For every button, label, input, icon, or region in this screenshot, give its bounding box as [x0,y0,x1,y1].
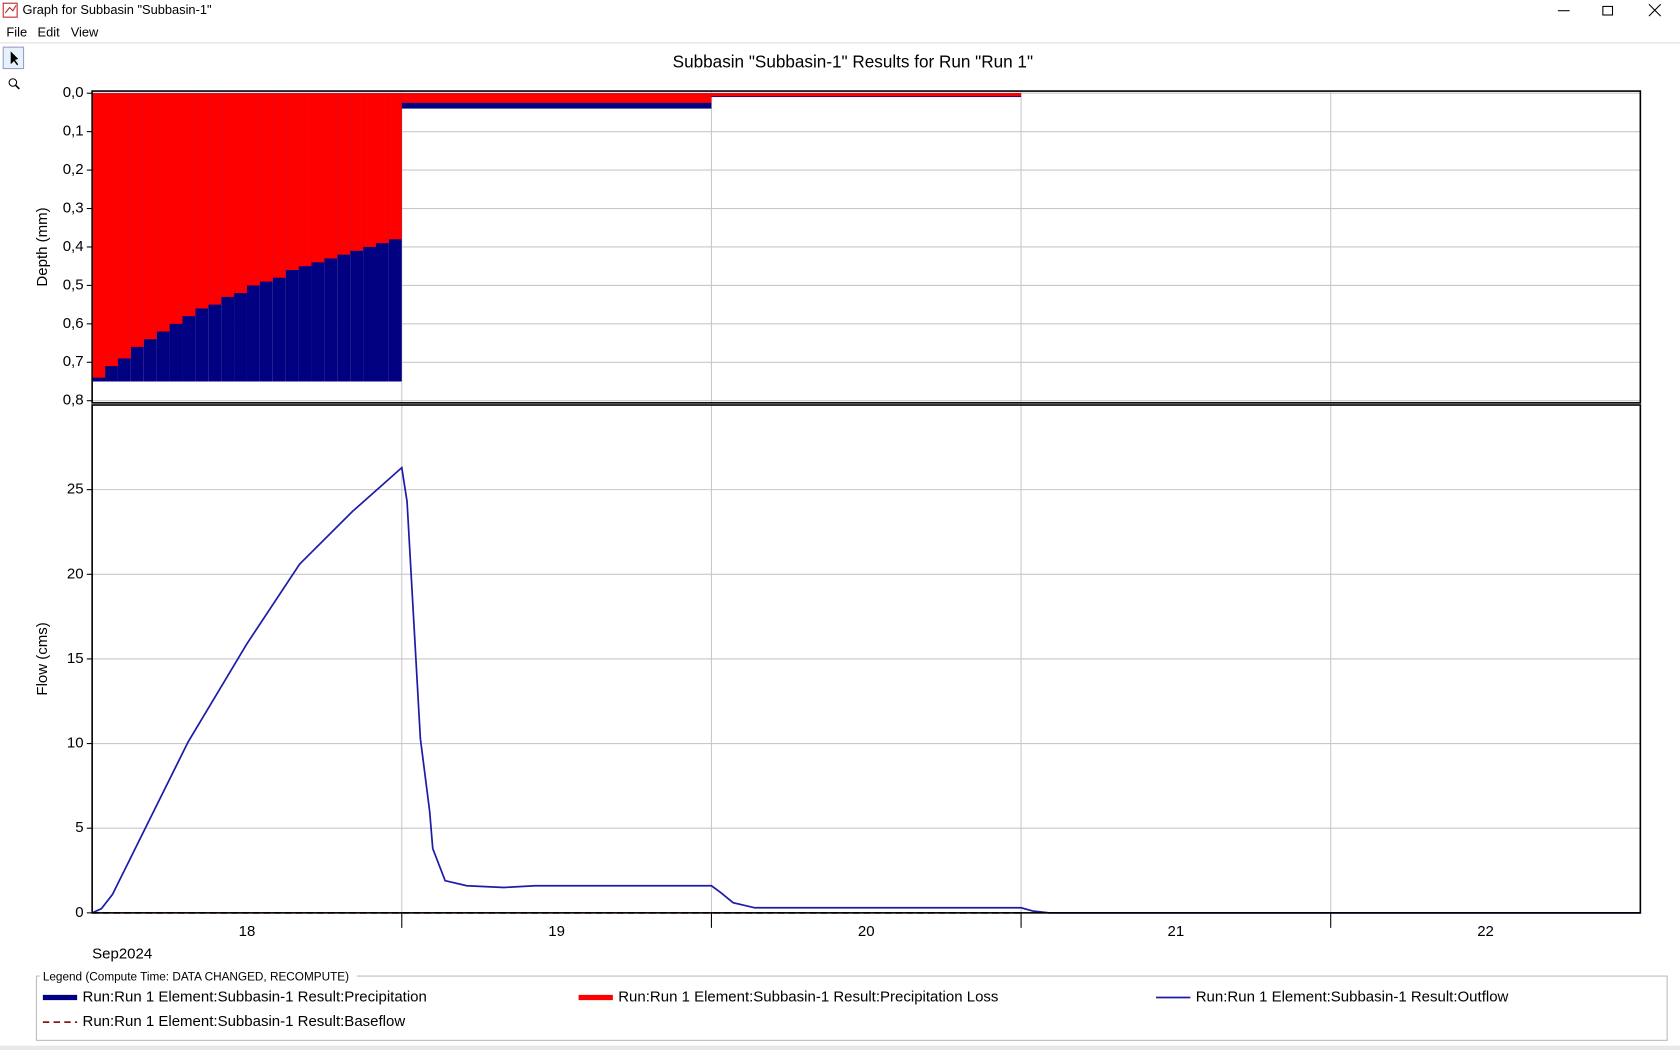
bar [285,93,299,271]
bar [259,93,273,282]
y-tick-label: 0,2 [63,161,84,178]
y-tick-label: 10 [67,735,84,752]
bar [143,93,157,340]
x-axis-label: Sep2024 [92,946,152,963]
y-tick-label: 0,6 [63,315,84,332]
bar [363,93,376,247]
bar [711,93,1022,97]
menu-item[interactable]: File [6,25,27,40]
y-tick-label: 0 [75,904,83,921]
legend-label: Run:Run 1 Element:Subbasin-1 Result:Prec… [83,988,427,1005]
x-tick-label: 18 [239,923,256,940]
menu-item[interactable]: View [71,25,99,40]
zoom-handle [14,84,20,90]
plot-border [91,404,1642,914]
y-tick-label: 0,5 [63,276,84,293]
bar [169,93,183,324]
chart-title: Subbasin "Subbasin-1" Results for Run "R… [673,52,1033,72]
x-tick-label: 19 [548,923,565,940]
y-axis-label: Flow (cms) [34,622,51,695]
y-tick-label: 25 [67,481,84,498]
charts: 0,0 0,1 0,2 0,3 0,4 0,5 0,6 0,7 0,8 Depth (mm) 0 5 1… [34,84,1642,963]
close-button[interactable] [1648,3,1662,17]
x-tick-label: 22 [1477,923,1494,940]
bar [375,93,389,244]
menu-item[interactable]: Edit [38,25,61,40]
window-title: Graph for Subbasin "Subbasin-1" [23,2,212,17]
bar [221,93,235,297]
restore-button[interactable] [1602,5,1614,16]
legend-box [35,975,1668,1041]
zoom-tool[interactable] [8,78,18,87]
series-line [91,465,1641,914]
y-tick-label: 0,1 [63,123,84,140]
app-icon [2,2,18,18]
bar [195,93,209,309]
y-tick-label: 0,0 [63,84,84,101]
arrow-icon [10,51,19,66]
y-tick-label: 0,4 [63,238,84,255]
bar [311,93,325,263]
legend-title: Legend (Compute Time: DATA CHANGED, RECO… [43,970,349,983]
status-bar [0,1045,1680,1050]
bar [105,93,118,367]
y-tick-label: 20 [67,565,84,582]
x-tick-label: 20 [858,923,875,940]
bar [272,93,286,278]
bar [234,93,247,294]
y-tick-label: 0,3 [63,199,84,216]
y-tick-label: 15 [67,650,84,667]
legend-label: Run:Run 1 Element:Subbasin-1 Result:Base… [83,1013,406,1030]
bar [182,93,196,317]
bar [117,93,131,359]
legend: Run:Run 1 Element:Subbasin-1 Result:Prec… [42,988,1509,1030]
bar [401,93,712,103]
bar [337,93,351,255]
legend-title-bg [39,969,357,985]
y-tick-label: 0,8 [63,392,84,409]
x-tick-label: 21 [1168,923,1185,940]
y-tick-label: 0,7 [63,353,84,370]
bar [388,93,402,240]
bar [130,93,144,347]
plot-border [91,90,1642,404]
bar [324,93,338,259]
bar [298,93,312,267]
legend-label: Run:Run 1 Element:Subbasin-1 Result:Outf… [1196,988,1509,1005]
y-tick-label: 5 [75,819,83,836]
legend-label: Run:Run 1 Element:Subbasin-1 Result:Prec… [618,988,998,1005]
bar [208,93,222,305]
bar [92,93,106,378]
bar [350,93,364,251]
bar [156,93,170,332]
y-axis-label: Depth (mm) [34,207,51,286]
app-icon-graph [4,5,17,14]
bar [246,93,260,286]
